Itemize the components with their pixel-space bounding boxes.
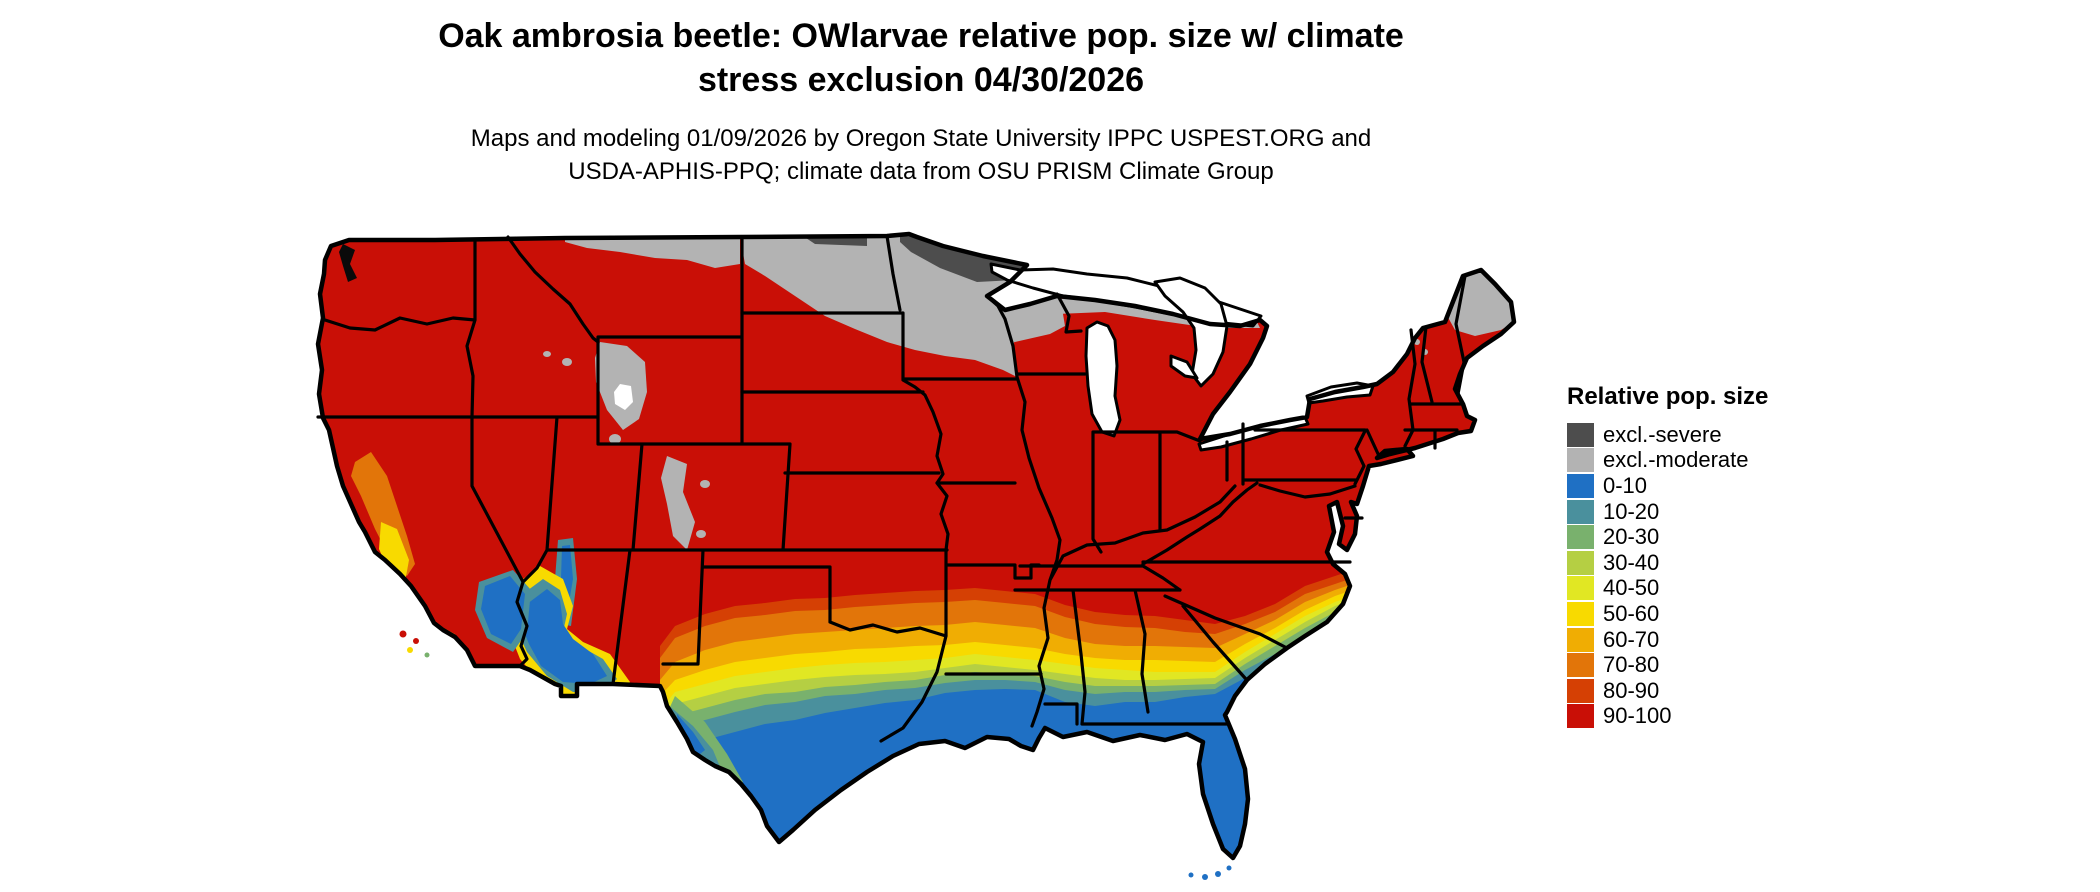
desert-blue-core bbox=[521, 589, 607, 684]
legend-swatch bbox=[1567, 704, 1594, 729]
legend-item: 80-90 bbox=[1567, 678, 1768, 704]
state-borders bbox=[316, 234, 1467, 743]
ca-valley-yellow bbox=[379, 522, 409, 582]
wtx-blue-streak bbox=[677, 714, 705, 758]
legend-swatch bbox=[1567, 601, 1594, 626]
legend-item: 60-70 bbox=[1567, 627, 1768, 653]
zone-excl-moderate-speck bbox=[543, 351, 551, 357]
map-subtitle-line1: Maps and modeling 01/09/2026 by Oregon S… bbox=[470, 125, 1372, 152]
puget-sound bbox=[339, 244, 357, 282]
zone-excl-moderate-speck bbox=[609, 434, 621, 444]
legend-swatch bbox=[1567, 576, 1594, 601]
legend-item: excl.-severe bbox=[1567, 422, 1768, 448]
florida-key bbox=[1226, 865, 1232, 871]
zone-excl-moderate-wisconsin bbox=[963, 296, 1065, 342]
legend-label: 20-30 bbox=[1603, 524, 1660, 550]
legend-item: 90-100 bbox=[1567, 704, 1768, 730]
wtx-red-spot bbox=[695, 762, 701, 768]
zone-excl-moderate-speck bbox=[700, 480, 710, 488]
legend-label: 70-80 bbox=[1603, 652, 1660, 678]
nm-blue-streak bbox=[561, 545, 573, 614]
legend-label: excl.-moderate bbox=[1603, 447, 1749, 473]
lake-michigan bbox=[1084, 320, 1122, 438]
legend-label: 50-60 bbox=[1603, 600, 1660, 626]
legend-label: 90-100 bbox=[1603, 703, 1672, 729]
legend-title: Relative pop. size bbox=[1567, 383, 1769, 410]
legend-swatch bbox=[1567, 473, 1594, 498]
legend-swatch bbox=[1567, 678, 1594, 703]
legend: Relative pop. size excl.-severe excl.-mo… bbox=[1567, 383, 1768, 729]
state-borders-rivers bbox=[985, 294, 1237, 728]
legend-item: 40-50 bbox=[1567, 576, 1768, 602]
legend-label: 80-90 bbox=[1603, 677, 1660, 703]
florida-key bbox=[1188, 872, 1194, 878]
legend-item: 10-20 bbox=[1567, 499, 1768, 525]
legend-swatch bbox=[1567, 550, 1594, 575]
legend-item: 50-60 bbox=[1567, 601, 1768, 627]
map-subtitle-line2: USDA-APHIS-PPQ; climate data from OSU PR… bbox=[568, 158, 1274, 185]
zone-excl-moderate-montana bbox=[565, 237, 740, 268]
channel-island-red bbox=[413, 638, 419, 644]
islands-and-keys bbox=[399, 630, 1232, 880]
legend-swatch bbox=[1567, 627, 1594, 652]
legend-label: excl.-severe bbox=[1603, 421, 1722, 447]
legend-label: 40-50 bbox=[1603, 575, 1660, 601]
legend-item: 30-40 bbox=[1567, 550, 1768, 576]
state-borders-west bbox=[316, 235, 949, 686]
legend-label: 30-40 bbox=[1603, 549, 1660, 575]
legend-label: 0-10 bbox=[1603, 472, 1648, 498]
us-map bbox=[315, 234, 1527, 884]
legend-label: 60-70 bbox=[1603, 626, 1660, 652]
great-salt-lake bbox=[614, 384, 633, 410]
florida-key bbox=[1215, 871, 1221, 877]
map-title: Oak ambrosia beetle: OWlarvae relative p… bbox=[0, 14, 1842, 102]
saginaw-bay bbox=[1169, 354, 1199, 380]
zone-excl-moderate-colorado bbox=[661, 456, 695, 550]
map-title-line2: stress exclusion 04/30/2026 bbox=[697, 61, 1145, 99]
legend-swatch bbox=[1567, 653, 1594, 678]
legend-item: excl.-moderate bbox=[1567, 448, 1768, 474]
zone-excl-moderate-speck bbox=[696, 530, 706, 538]
lake-huron bbox=[1153, 276, 1229, 388]
legend-swatch bbox=[1567, 448, 1594, 473]
us-map-svg bbox=[315, 234, 1527, 880]
legend-item: 20-30 bbox=[1567, 524, 1768, 550]
channel-island-red bbox=[399, 630, 407, 638]
seca-blue-patch bbox=[481, 576, 525, 644]
state-borders-plains bbox=[701, 234, 1043, 743]
legend-swatch bbox=[1567, 525, 1594, 550]
map-subtitle: Maps and modeling 01/09/2026 by Oregon S… bbox=[0, 122, 1842, 188]
channel-island-green bbox=[424, 652, 430, 658]
channel-island-yellow bbox=[407, 647, 413, 653]
zone-excl-moderate-speck bbox=[562, 358, 572, 366]
legend-label: 10-20 bbox=[1603, 498, 1660, 524]
map-title-line1: Oak ambrosia beetle: OWlarvae relative p… bbox=[438, 17, 1404, 55]
state-borders-east bbox=[1013, 274, 1467, 726]
florida-key bbox=[1202, 874, 1208, 880]
legend-item: 0-10 bbox=[1567, 473, 1768, 499]
legend-swatch bbox=[1567, 422, 1594, 447]
legend-swatch bbox=[1567, 499, 1594, 524]
legend-item: 70-80 bbox=[1567, 652, 1768, 678]
